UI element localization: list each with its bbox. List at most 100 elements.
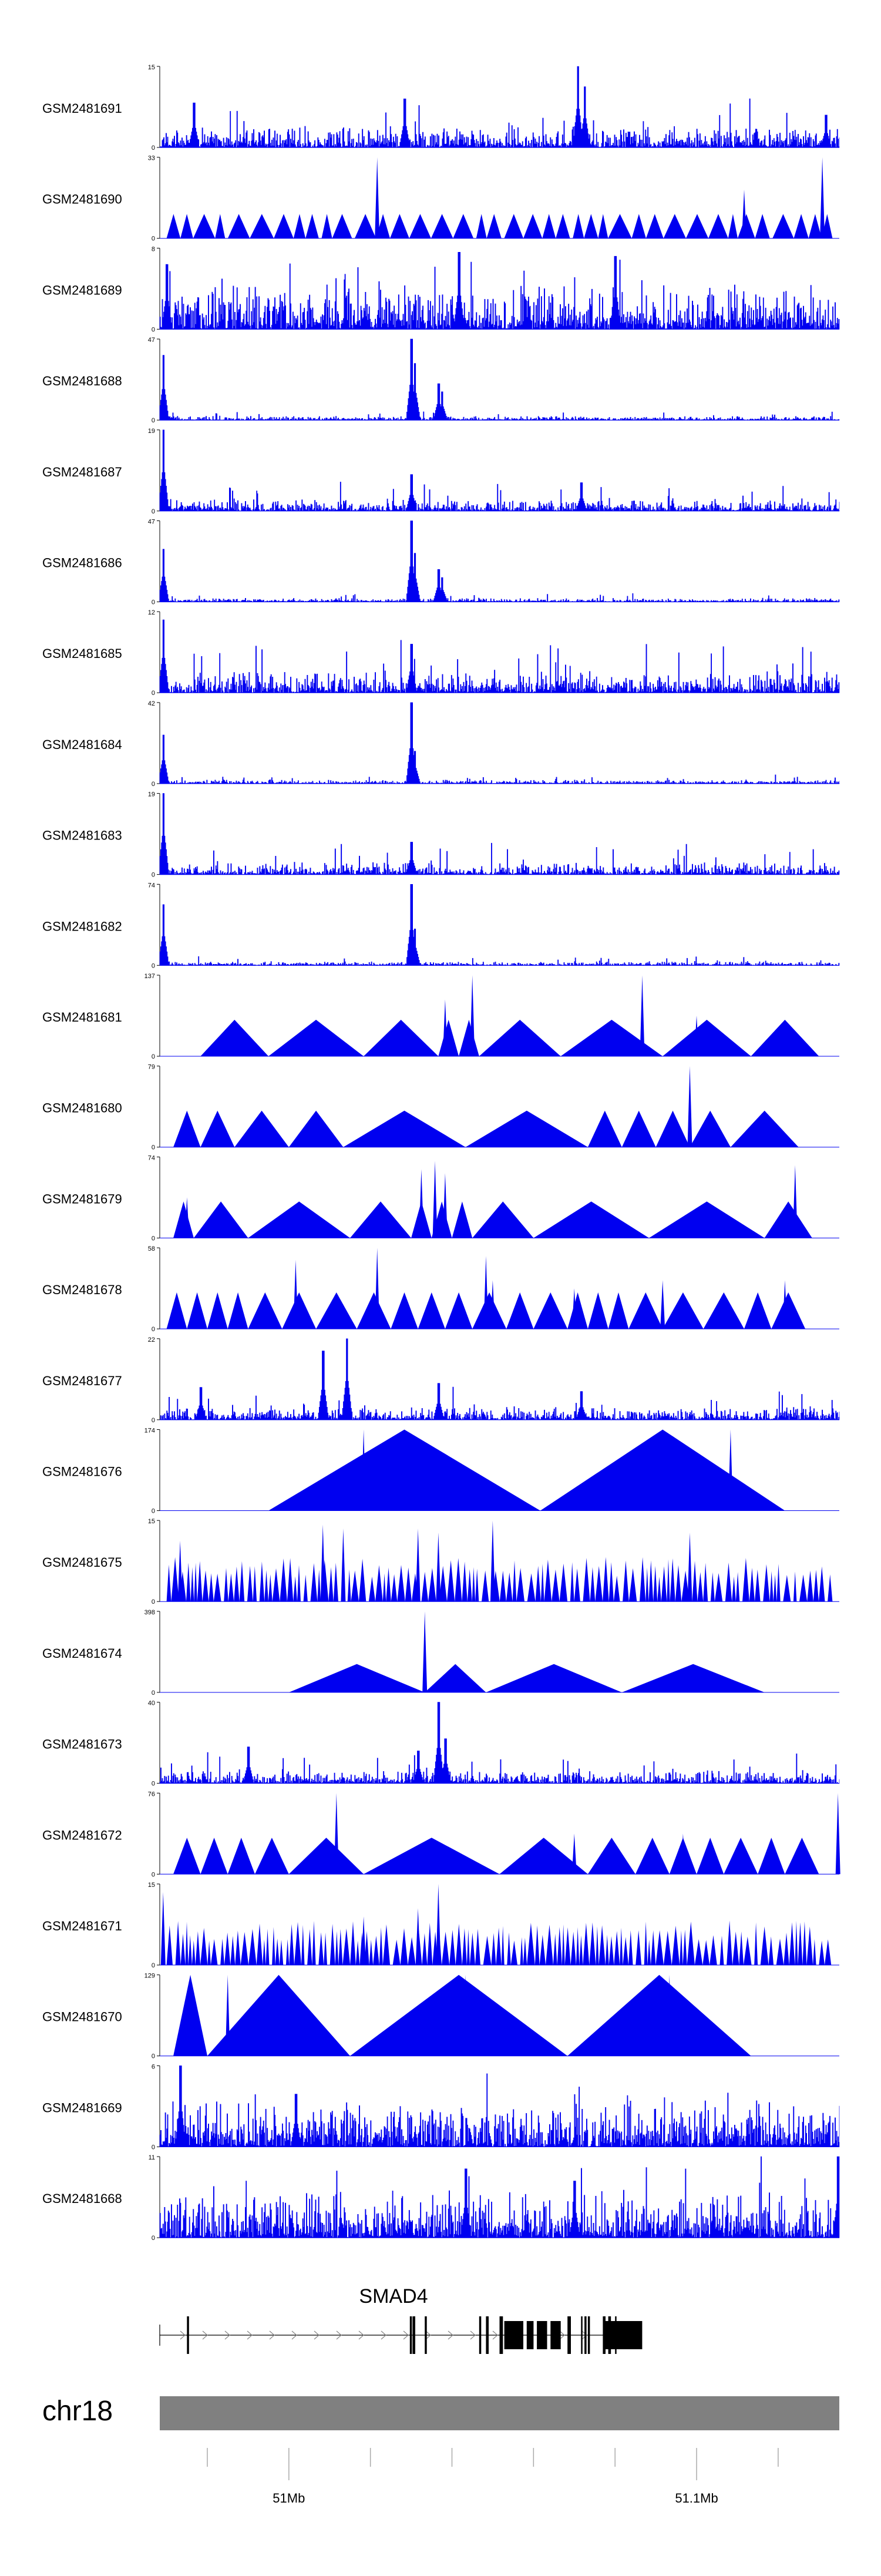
coverage-block xyxy=(409,214,431,239)
coverage-block xyxy=(272,1927,275,1965)
coverage-block xyxy=(583,1558,590,1602)
coverage-block xyxy=(358,1559,366,1602)
coverage-block xyxy=(789,1922,795,1965)
coverage-block xyxy=(763,1564,770,1602)
coverage-block xyxy=(671,1926,680,1965)
coverage-block xyxy=(754,1922,758,1965)
coverage-block xyxy=(680,1930,683,1965)
signal-area xyxy=(159,66,840,148)
coverage-block xyxy=(194,1563,197,1602)
coverage-block xyxy=(587,1110,622,1147)
gene-exon xyxy=(486,2316,489,2354)
gene-exon xyxy=(412,2316,415,2354)
coverage-block xyxy=(732,1576,736,1602)
gene-exon xyxy=(425,2316,427,2354)
track-GSM2481680: GSM2481680 79 0 xyxy=(42,1064,839,1151)
coverage-block xyxy=(795,1920,798,1965)
track-label: GSM2481690 xyxy=(42,192,122,207)
signal-peak xyxy=(320,1524,325,1602)
coverage-block xyxy=(382,1924,391,1965)
gene-exon xyxy=(584,2316,587,2354)
coverage-block xyxy=(364,1838,500,1875)
y-tick-label-max: 58 xyxy=(148,1245,155,1252)
coverage-block xyxy=(469,1933,475,1965)
signal-peak xyxy=(835,1793,840,1875)
signal-peak xyxy=(483,1255,489,1329)
coverage-block xyxy=(475,1569,479,1602)
coverage-block xyxy=(482,1570,489,1602)
coverage-block xyxy=(589,1922,596,1965)
coverage-block xyxy=(755,214,770,239)
coverage-block xyxy=(486,1664,622,1692)
track-GSM2481681: GSM2481681 137 0 xyxy=(42,973,839,1060)
coverage-block xyxy=(645,1567,649,1602)
y-tick-label-max: 22 xyxy=(148,1336,155,1344)
coverage-block xyxy=(329,1923,335,1965)
y-tick-label-min: 0 xyxy=(152,962,155,969)
coverage-block xyxy=(628,1292,663,1329)
coverage-block xyxy=(596,1926,599,1965)
strand-arrow xyxy=(448,2330,453,2340)
track-GSM2481688: GSM2481688 47 0 xyxy=(42,337,840,424)
gene-name: SMAD4 xyxy=(359,2285,428,2308)
coverage-block xyxy=(193,214,216,239)
coverage-block xyxy=(590,1567,596,1602)
coverage-block xyxy=(553,1934,557,1965)
coverage-block xyxy=(250,214,274,239)
chromosome-tick-label: 51Mb xyxy=(273,2491,305,2506)
coverage-block xyxy=(264,1570,268,1602)
coverage-block xyxy=(392,1939,401,1965)
y-tick-label-max: 15 xyxy=(148,1882,155,1889)
y-tick-label-max: 15 xyxy=(148,1518,155,1525)
strand-arrow xyxy=(425,2330,431,2340)
coverage-block xyxy=(755,1569,761,1602)
y-tick-label-min: 0 xyxy=(152,1326,155,1333)
coverage-block xyxy=(784,1932,789,1965)
coverage-block xyxy=(408,1937,416,1965)
coverage-block xyxy=(744,1292,772,1329)
coverage-block xyxy=(534,1925,540,1965)
coverage-block xyxy=(663,1019,751,1056)
signal-peak xyxy=(463,1974,468,2056)
strand-arrow xyxy=(403,2330,409,2340)
coverage-block xyxy=(316,1292,357,1329)
coverage-block xyxy=(661,1566,667,1602)
coverage-block xyxy=(307,1929,312,1965)
coverage-block xyxy=(287,1558,294,1602)
coverage-block xyxy=(552,1569,560,1602)
coverage-block xyxy=(215,214,226,239)
coverage-block xyxy=(297,1565,301,1602)
coverage-block xyxy=(710,1572,715,1602)
signal-peak xyxy=(419,1169,424,1238)
signal-peak xyxy=(436,1532,441,1602)
coverage-block xyxy=(520,1937,523,1965)
coverage-block xyxy=(813,1939,816,1965)
signal-area xyxy=(159,702,840,784)
coverage-block xyxy=(742,1558,749,1602)
signal-peak xyxy=(184,1197,190,1238)
coverage-block xyxy=(472,1567,476,1602)
coverage-block xyxy=(703,1292,744,1329)
coverage-block xyxy=(776,1564,781,1602)
coverage-block xyxy=(310,1563,318,1602)
coverage-block xyxy=(567,1292,588,1329)
signal-peak xyxy=(442,1173,448,1238)
coverage-block xyxy=(234,1110,289,1147)
signal-peak xyxy=(728,1429,733,1511)
coverage-block xyxy=(744,1936,752,1965)
coverage-block xyxy=(574,1568,580,1602)
coverage-block xyxy=(806,1926,813,1965)
signal-peak xyxy=(571,1288,577,1329)
coverage-block xyxy=(603,1557,609,1602)
coverage-block xyxy=(605,1934,609,1965)
coverage-block xyxy=(328,1567,334,1602)
coverage-block xyxy=(598,1925,606,1965)
coverage-block xyxy=(386,1567,391,1602)
coverage-block xyxy=(506,1572,513,1602)
coverage-block xyxy=(798,1922,803,1965)
signal-peak xyxy=(361,1429,366,1511)
coverage-block xyxy=(776,1939,784,1965)
coverage-block xyxy=(540,1429,785,1511)
gene-exon xyxy=(550,2321,561,2349)
